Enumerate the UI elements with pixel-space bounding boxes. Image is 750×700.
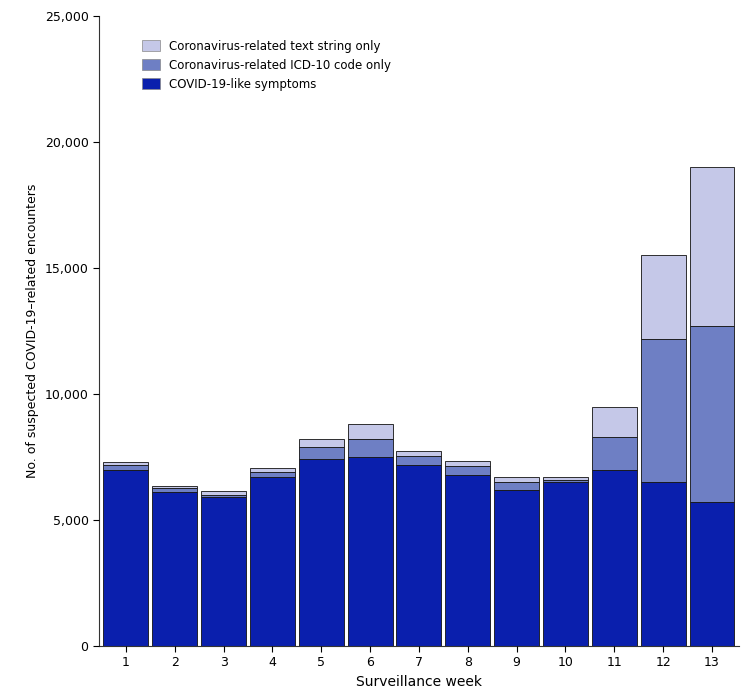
Bar	[543, 482, 588, 646]
Bar	[446, 475, 491, 646]
Bar	[298, 447, 344, 459]
X-axis label: Surveillance week: Surveillance week	[356, 675, 482, 689]
Bar	[446, 461, 491, 466]
Bar	[347, 457, 392, 646]
Bar	[592, 470, 637, 646]
Bar	[298, 459, 344, 646]
Bar	[201, 491, 246, 495]
Bar	[152, 492, 197, 646]
Bar	[250, 468, 295, 472]
Bar	[397, 465, 442, 646]
Bar	[397, 456, 442, 465]
Bar	[104, 462, 148, 465]
Bar	[298, 440, 344, 447]
Bar	[397, 451, 442, 456]
Bar	[250, 477, 295, 646]
Y-axis label: No. of suspected COVID-19–related encounters: No. of suspected COVID-19–related encoun…	[26, 184, 39, 478]
Bar	[689, 503, 734, 646]
Bar	[494, 490, 539, 646]
Bar	[543, 477, 588, 480]
Bar	[640, 256, 686, 339]
Bar	[446, 466, 491, 475]
Bar	[494, 477, 539, 482]
Bar	[689, 167, 734, 326]
Bar	[592, 437, 637, 470]
Bar	[689, 326, 734, 503]
Bar	[640, 482, 686, 646]
Bar	[250, 472, 295, 477]
Bar	[494, 482, 539, 490]
Bar	[152, 489, 197, 492]
Bar	[592, 407, 637, 437]
Bar	[104, 465, 148, 470]
Bar	[347, 424, 392, 440]
Bar	[201, 497, 246, 646]
Bar	[201, 495, 246, 497]
Bar	[543, 480, 588, 482]
Bar	[104, 470, 148, 646]
Legend: Coronavirus-related text string only, Coronavirus-related ICD-10 code only, COVI: Coronavirus-related text string only, Co…	[137, 35, 396, 95]
Bar	[640, 339, 686, 482]
Bar	[152, 486, 197, 489]
Bar	[347, 440, 392, 457]
